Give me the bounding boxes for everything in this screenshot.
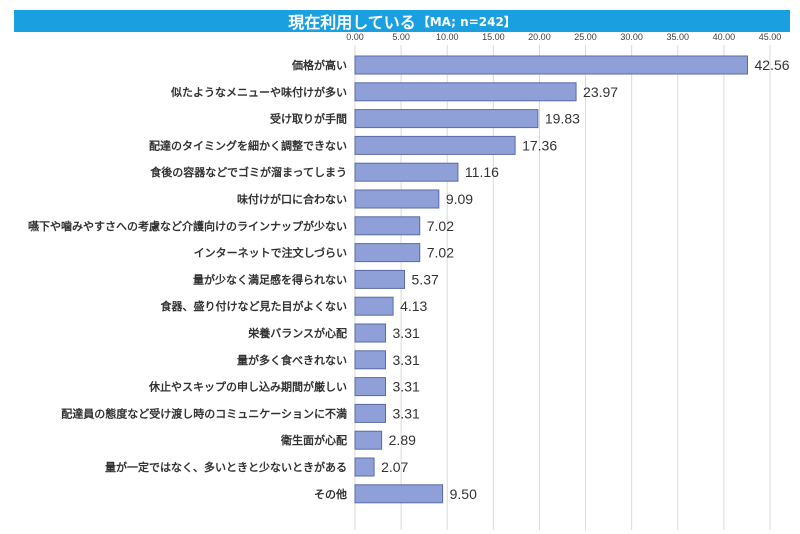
value-label: 17.36 — [522, 137, 557, 153]
bar — [354, 296, 394, 316]
category-label: 栄養バランスが心配 — [247, 326, 347, 340]
value-label: 7.02 — [427, 245, 454, 261]
category-label: その他 — [314, 487, 347, 501]
category-label: 受け取りが手間 — [270, 112, 347, 126]
bar — [354, 243, 421, 263]
bar — [354, 484, 444, 504]
value-label: 19.83 — [545, 111, 580, 127]
x-tick-label: 20.00 — [528, 32, 551, 42]
value-label: 4.13 — [400, 298, 427, 314]
x-tick-label: 15.00 — [482, 32, 505, 42]
bar — [354, 162, 459, 182]
value-label: 3.31 — [393, 325, 420, 341]
category-label: 食器、盛り付けなど見た目がよくない — [161, 299, 347, 313]
bar — [354, 457, 375, 477]
value-label: 2.07 — [381, 459, 408, 475]
bar — [354, 430, 383, 450]
chart-title-bar: 現在利用している 【MA; n=242】 — [14, 10, 790, 32]
value-label: 11.16 — [465, 164, 499, 180]
x-tick-label: 5.00 — [392, 32, 410, 42]
category-label: 量が多く食べきれない — [237, 353, 347, 367]
value-label: 7.02 — [427, 218, 454, 234]
bar — [354, 55, 748, 75]
category-label: 休止やスキップの申し込み期間が厳しい — [148, 380, 347, 394]
category-label: 味付けが口に合わない — [237, 192, 347, 206]
bar — [354, 323, 387, 343]
value-label: 23.97 — [583, 84, 618, 100]
category-label: 配達員の態度など受け渡し時のコミュニケーションに不満 — [61, 406, 347, 420]
value-label: 2.89 — [389, 432, 416, 448]
category-label: 価格が高い — [291, 58, 347, 72]
x-tick-label: 40.00 — [713, 32, 736, 42]
value-label: 3.31 — [393, 405, 420, 421]
bar — [354, 350, 387, 370]
value-label: 3.31 — [393, 379, 420, 395]
category-label: 似たようなメニューや味付けが多い — [170, 85, 347, 99]
chart-sample-note: 【MA; n=242】 — [417, 14, 516, 29]
bar — [354, 109, 539, 129]
x-tick-label: 45.00 — [759, 32, 782, 42]
category-label: 嚥下や噛みやすさへの考慮など介護向けのラインナップが少ない — [28, 219, 347, 233]
value-label: 9.09 — [446, 191, 473, 207]
chart-title: 現在利用している — [288, 13, 416, 32]
x-tick-label: 10.00 — [436, 32, 459, 42]
bar — [354, 189, 440, 209]
x-tick-label: 0.00 — [346, 32, 364, 42]
category-label: インターネットで注文しづらい — [194, 246, 347, 260]
value-label: 9.50 — [450, 486, 477, 502]
value-label: 5.37 — [412, 271, 439, 287]
bar — [354, 403, 387, 423]
value-label: 42.56 — [754, 57, 789, 73]
bar — [354, 216, 421, 236]
bar — [354, 82, 577, 102]
x-tick-label: 25.00 — [574, 32, 597, 42]
category-label: 衛生面が心配 — [280, 433, 347, 447]
bar — [354, 269, 406, 289]
bar — [354, 135, 516, 155]
x-tick-label: 35.00 — [667, 32, 690, 42]
category-label: 食後の容器などでゴミが溜まってしまう — [150, 165, 347, 179]
category-label: 配達のタイミングを細かく調整できない — [149, 138, 347, 152]
category-label: 量が少なく満足感を得られない — [193, 272, 347, 286]
x-tick-label: 30.00 — [620, 32, 643, 42]
category-label: 量が一定ではなく、多いときと少ないときがある — [105, 460, 347, 474]
bar — [354, 377, 387, 397]
value-label: 3.31 — [393, 352, 420, 368]
